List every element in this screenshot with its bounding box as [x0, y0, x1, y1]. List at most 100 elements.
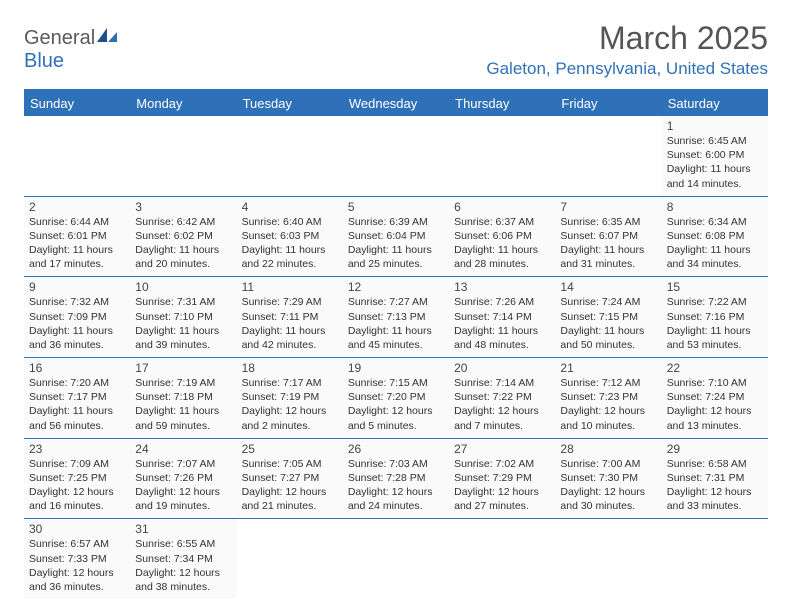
day-number: 21: [560, 361, 656, 375]
weekday-header-row: Sunday Monday Tuesday Wednesday Thursday…: [24, 90, 768, 116]
empty-cell: [662, 519, 768, 599]
day-info: Sunrise: 7:31 AMSunset: 7:10 PMDaylight:…: [135, 295, 231, 352]
empty-cell: [343, 116, 449, 196]
day-number: 10: [135, 280, 231, 294]
day-info: Sunrise: 7:15 AMSunset: 7:20 PMDaylight:…: [348, 376, 444, 433]
day-number: 31: [135, 522, 231, 536]
day-info: Sunrise: 7:17 AMSunset: 7:19 PMDaylight:…: [242, 376, 338, 433]
day-number: 9: [29, 280, 125, 294]
day-info: Sunrise: 6:37 AMSunset: 6:06 PMDaylight:…: [454, 215, 550, 272]
day-info: Sunrise: 7:24 AMSunset: 7:15 PMDaylight:…: [560, 295, 656, 352]
day-cell: 29Sunrise: 6:58 AMSunset: 7:31 PMDayligh…: [662, 438, 768, 519]
calendar-row: 30Sunrise: 6:57 AMSunset: 7:33 PMDayligh…: [24, 519, 768, 599]
day-info: Sunrise: 6:35 AMSunset: 6:07 PMDaylight:…: [560, 215, 656, 272]
empty-cell: [24, 116, 130, 196]
day-cell: 21Sunrise: 7:12 AMSunset: 7:23 PMDayligh…: [555, 358, 661, 439]
empty-cell: [237, 116, 343, 196]
day-info: Sunrise: 6:39 AMSunset: 6:04 PMDaylight:…: [348, 215, 444, 272]
location: Galeton, Pennsylvania, United States: [486, 59, 768, 79]
day-number: 1: [667, 119, 763, 133]
day-number: 30: [29, 522, 125, 536]
empty-cell: [555, 519, 661, 599]
day-info: Sunrise: 6:44 AMSunset: 6:01 PMDaylight:…: [29, 215, 125, 272]
day-info: Sunrise: 7:27 AMSunset: 7:13 PMDaylight:…: [348, 295, 444, 352]
day-info: Sunrise: 7:22 AMSunset: 7:16 PMDaylight:…: [667, 295, 763, 352]
month-title: March 2025: [486, 20, 768, 57]
day-cell: 25Sunrise: 7:05 AMSunset: 7:27 PMDayligh…: [237, 438, 343, 519]
day-cell: 15Sunrise: 7:22 AMSunset: 7:16 PMDayligh…: [662, 277, 768, 358]
day-number: 19: [348, 361, 444, 375]
day-number: 6: [454, 200, 550, 214]
day-cell: 6Sunrise: 6:37 AMSunset: 6:06 PMDaylight…: [449, 196, 555, 277]
day-number: 25: [242, 442, 338, 456]
day-cell: 14Sunrise: 7:24 AMSunset: 7:15 PMDayligh…: [555, 277, 661, 358]
day-cell: 18Sunrise: 7:17 AMSunset: 7:19 PMDayligh…: [237, 358, 343, 439]
day-cell: 19Sunrise: 7:15 AMSunset: 7:20 PMDayligh…: [343, 358, 449, 439]
day-cell: 9Sunrise: 7:32 AMSunset: 7:09 PMDaylight…: [24, 277, 130, 358]
day-cell: 8Sunrise: 6:34 AMSunset: 6:08 PMDaylight…: [662, 196, 768, 277]
day-number: 18: [242, 361, 338, 375]
calendar-row: 1Sunrise: 6:45 AMSunset: 6:00 PMDaylight…: [24, 116, 768, 196]
day-number: 4: [242, 200, 338, 214]
day-info: Sunrise: 7:09 AMSunset: 7:25 PMDaylight:…: [29, 457, 125, 514]
day-info: Sunrise: 7:29 AMSunset: 7:11 PMDaylight:…: [242, 295, 338, 352]
day-info: Sunrise: 6:42 AMSunset: 6:02 PMDaylight:…: [135, 215, 231, 272]
day-number: 27: [454, 442, 550, 456]
logo: GeneralBlue: [24, 20, 119, 73]
day-cell: 13Sunrise: 7:26 AMSunset: 7:14 PMDayligh…: [449, 277, 555, 358]
calendar-body: 1Sunrise: 6:45 AMSunset: 6:00 PMDaylight…: [24, 116, 768, 599]
day-cell: 31Sunrise: 6:55 AMSunset: 7:34 PMDayligh…: [130, 519, 236, 599]
calendar-table: Sunday Monday Tuesday Wednesday Thursday…: [24, 89, 768, 599]
day-cell: 12Sunrise: 7:27 AMSunset: 7:13 PMDayligh…: [343, 277, 449, 358]
day-number: 3: [135, 200, 231, 214]
day-cell: 11Sunrise: 7:29 AMSunset: 7:11 PMDayligh…: [237, 277, 343, 358]
day-cell: 22Sunrise: 7:10 AMSunset: 7:24 PMDayligh…: [662, 358, 768, 439]
logo-text-1: General: [24, 27, 95, 49]
day-cell: 2Sunrise: 6:44 AMSunset: 6:01 PMDaylight…: [24, 196, 130, 277]
weekday-header: Wednesday: [343, 90, 449, 116]
weekday-header: Friday: [555, 90, 661, 116]
day-cell: 3Sunrise: 6:42 AMSunset: 6:02 PMDaylight…: [130, 196, 236, 277]
day-info: Sunrise: 7:10 AMSunset: 7:24 PMDaylight:…: [667, 376, 763, 433]
logo-text: GeneralBlue: [24, 26, 119, 73]
header: GeneralBlue March 2025 Galeton, Pennsylv…: [24, 20, 768, 79]
day-cell: 5Sunrise: 6:39 AMSunset: 6:04 PMDaylight…: [343, 196, 449, 277]
day-info: Sunrise: 7:07 AMSunset: 7:26 PMDaylight:…: [135, 457, 231, 514]
weekday-header: Saturday: [662, 90, 768, 116]
day-number: 16: [29, 361, 125, 375]
day-number: 20: [454, 361, 550, 375]
day-info: Sunrise: 7:05 AMSunset: 7:27 PMDaylight:…: [242, 457, 338, 514]
weekday-header: Thursday: [449, 90, 555, 116]
day-number: 11: [242, 280, 338, 294]
day-number: 22: [667, 361, 763, 375]
day-info: Sunrise: 6:55 AMSunset: 7:34 PMDaylight:…: [135, 537, 231, 594]
day-number: 17: [135, 361, 231, 375]
empty-cell: [449, 519, 555, 599]
weekday-header: Tuesday: [237, 90, 343, 116]
day-cell: 23Sunrise: 7:09 AMSunset: 7:25 PMDayligh…: [24, 438, 130, 519]
day-cell: 1Sunrise: 6:45 AMSunset: 6:00 PMDaylight…: [662, 116, 768, 196]
day-info: Sunrise: 6:57 AMSunset: 7:33 PMDaylight:…: [29, 537, 125, 594]
calendar-row: 23Sunrise: 7:09 AMSunset: 7:25 PMDayligh…: [24, 438, 768, 519]
day-number: 8: [667, 200, 763, 214]
day-info: Sunrise: 6:40 AMSunset: 6:03 PMDaylight:…: [242, 215, 338, 272]
day-number: 15: [667, 280, 763, 294]
day-cell: 4Sunrise: 6:40 AMSunset: 6:03 PMDaylight…: [237, 196, 343, 277]
day-number: 29: [667, 442, 763, 456]
day-number: 7: [560, 200, 656, 214]
day-cell: 16Sunrise: 7:20 AMSunset: 7:17 PMDayligh…: [24, 358, 130, 439]
day-info: Sunrise: 7:14 AMSunset: 7:22 PMDaylight:…: [454, 376, 550, 433]
day-cell: 10Sunrise: 7:31 AMSunset: 7:10 PMDayligh…: [130, 277, 236, 358]
weekday-header: Sunday: [24, 90, 130, 116]
day-number: 28: [560, 442, 656, 456]
empty-cell: [237, 519, 343, 599]
calendar-row: 9Sunrise: 7:32 AMSunset: 7:09 PMDaylight…: [24, 277, 768, 358]
day-number: 2: [29, 200, 125, 214]
day-info: Sunrise: 7:02 AMSunset: 7:29 PMDaylight:…: [454, 457, 550, 514]
day-cell: 30Sunrise: 6:57 AMSunset: 7:33 PMDayligh…: [24, 519, 130, 599]
day-number: 13: [454, 280, 550, 294]
weekday-header: Monday: [130, 90, 236, 116]
day-number: 5: [348, 200, 444, 214]
logo-text-2: Blue: [24, 50, 64, 72]
empty-cell: [343, 519, 449, 599]
